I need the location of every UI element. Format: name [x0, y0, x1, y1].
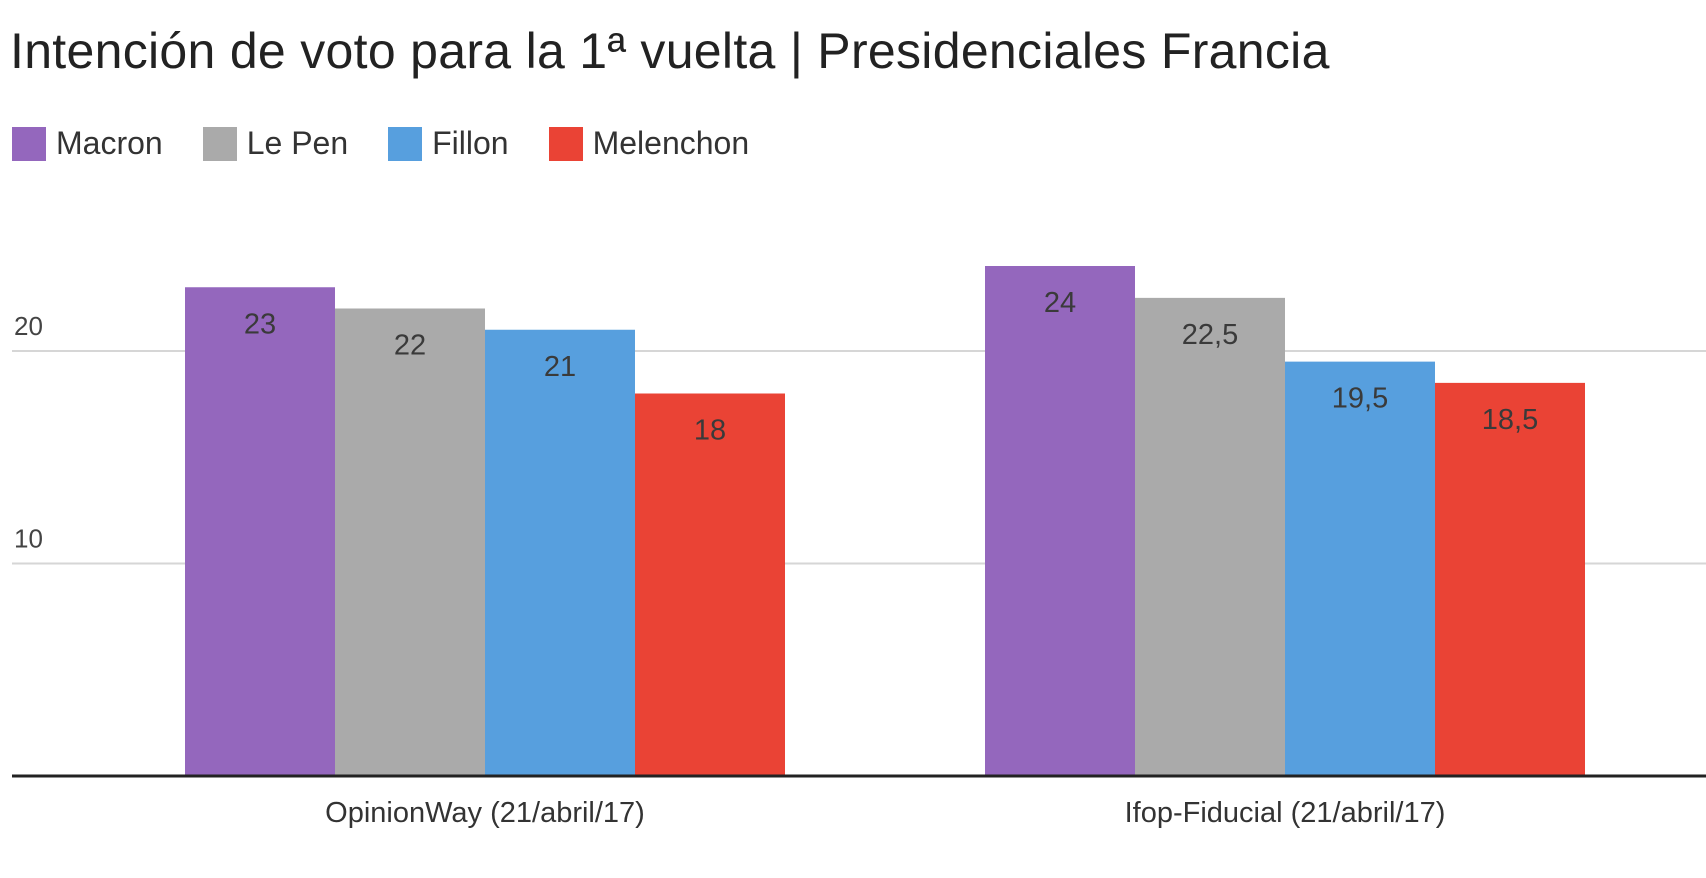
x-tick-label-ifop-fiducial-21-abril-17: Ifop-Fiducial (21/abril/17)	[1125, 797, 1446, 829]
y-tick-label-10: 10	[14, 524, 43, 554]
legend: Macron Le Pen Fillon Melenchon	[12, 125, 789, 162]
legend-item-fillon[interactable]: Fillon	[388, 125, 509, 162]
legend-label-le-pen: Le Pen	[246, 125, 349, 161]
legend-swatch-macron	[12, 126, 46, 161]
bar-fillon-ifop-fiducial-21-abril-17	[1285, 361, 1435, 776]
legend-item-melenchon[interactable]: Melenchon	[548, 125, 750, 162]
bar-macron-ifop-fiducial-21-abril-17	[985, 266, 1135, 776]
data-label-melenchon-opinionway-21-abril-17: 18	[694, 415, 726, 447]
legend-label-macron: Macron	[56, 125, 163, 161]
data-label-fillon-opinionway-21-abril-17: 21	[544, 351, 576, 383]
data-label-fillon-ifop-fiducial-21-abril-17: 19,5	[1332, 383, 1388, 415]
bar-le-pen-ifop-fiducial-21-abril-17	[1135, 297, 1285, 776]
bar-le-pen-opinionway-21-abril-17	[335, 308, 485, 776]
data-label-le-pen-opinionway-21-abril-17: 22	[394, 330, 426, 362]
legend-swatch-fillon	[388, 126, 423, 161]
data-label-melenchon-ifop-fiducial-21-abril-17: 18,5	[1482, 404, 1538, 436]
data-label-macron-opinionway-21-abril-17: 23	[244, 308, 276, 340]
legend-item-le-pen[interactable]: Le Pen	[202, 125, 349, 162]
y-tick-label-20: 20	[14, 311, 43, 341]
bar-melenchon-opinionway-21-abril-17	[635, 393, 785, 776]
legend-label-melenchon: Melenchon	[592, 125, 750, 161]
bar-macron-opinionway-21-abril-17	[185, 287, 335, 776]
legend-item-macron[interactable]: Macron	[12, 125, 163, 162]
legend-swatch-le-pen	[202, 126, 237, 161]
bar-melenchon-ifop-fiducial-21-abril-17	[1435, 382, 1585, 776]
data-label-macron-ifop-fiducial-21-abril-17: 24	[1044, 287, 1076, 319]
chart-title: Intención de voto para la 1ª vuelta | Pr…	[10, 23, 1330, 79]
x-tick-label-opinionway-21-abril-17: OpinionWay (21/abril/17)	[325, 797, 645, 829]
legend-swatch-melenchon	[548, 126, 583, 161]
bar-fillon-opinionway-21-abril-17	[485, 329, 635, 776]
legend-label-fillon: Fillon	[432, 125, 509, 161]
data-label-le-pen-ifop-fiducial-21-abril-17: 22,5	[1182, 319, 1238, 351]
